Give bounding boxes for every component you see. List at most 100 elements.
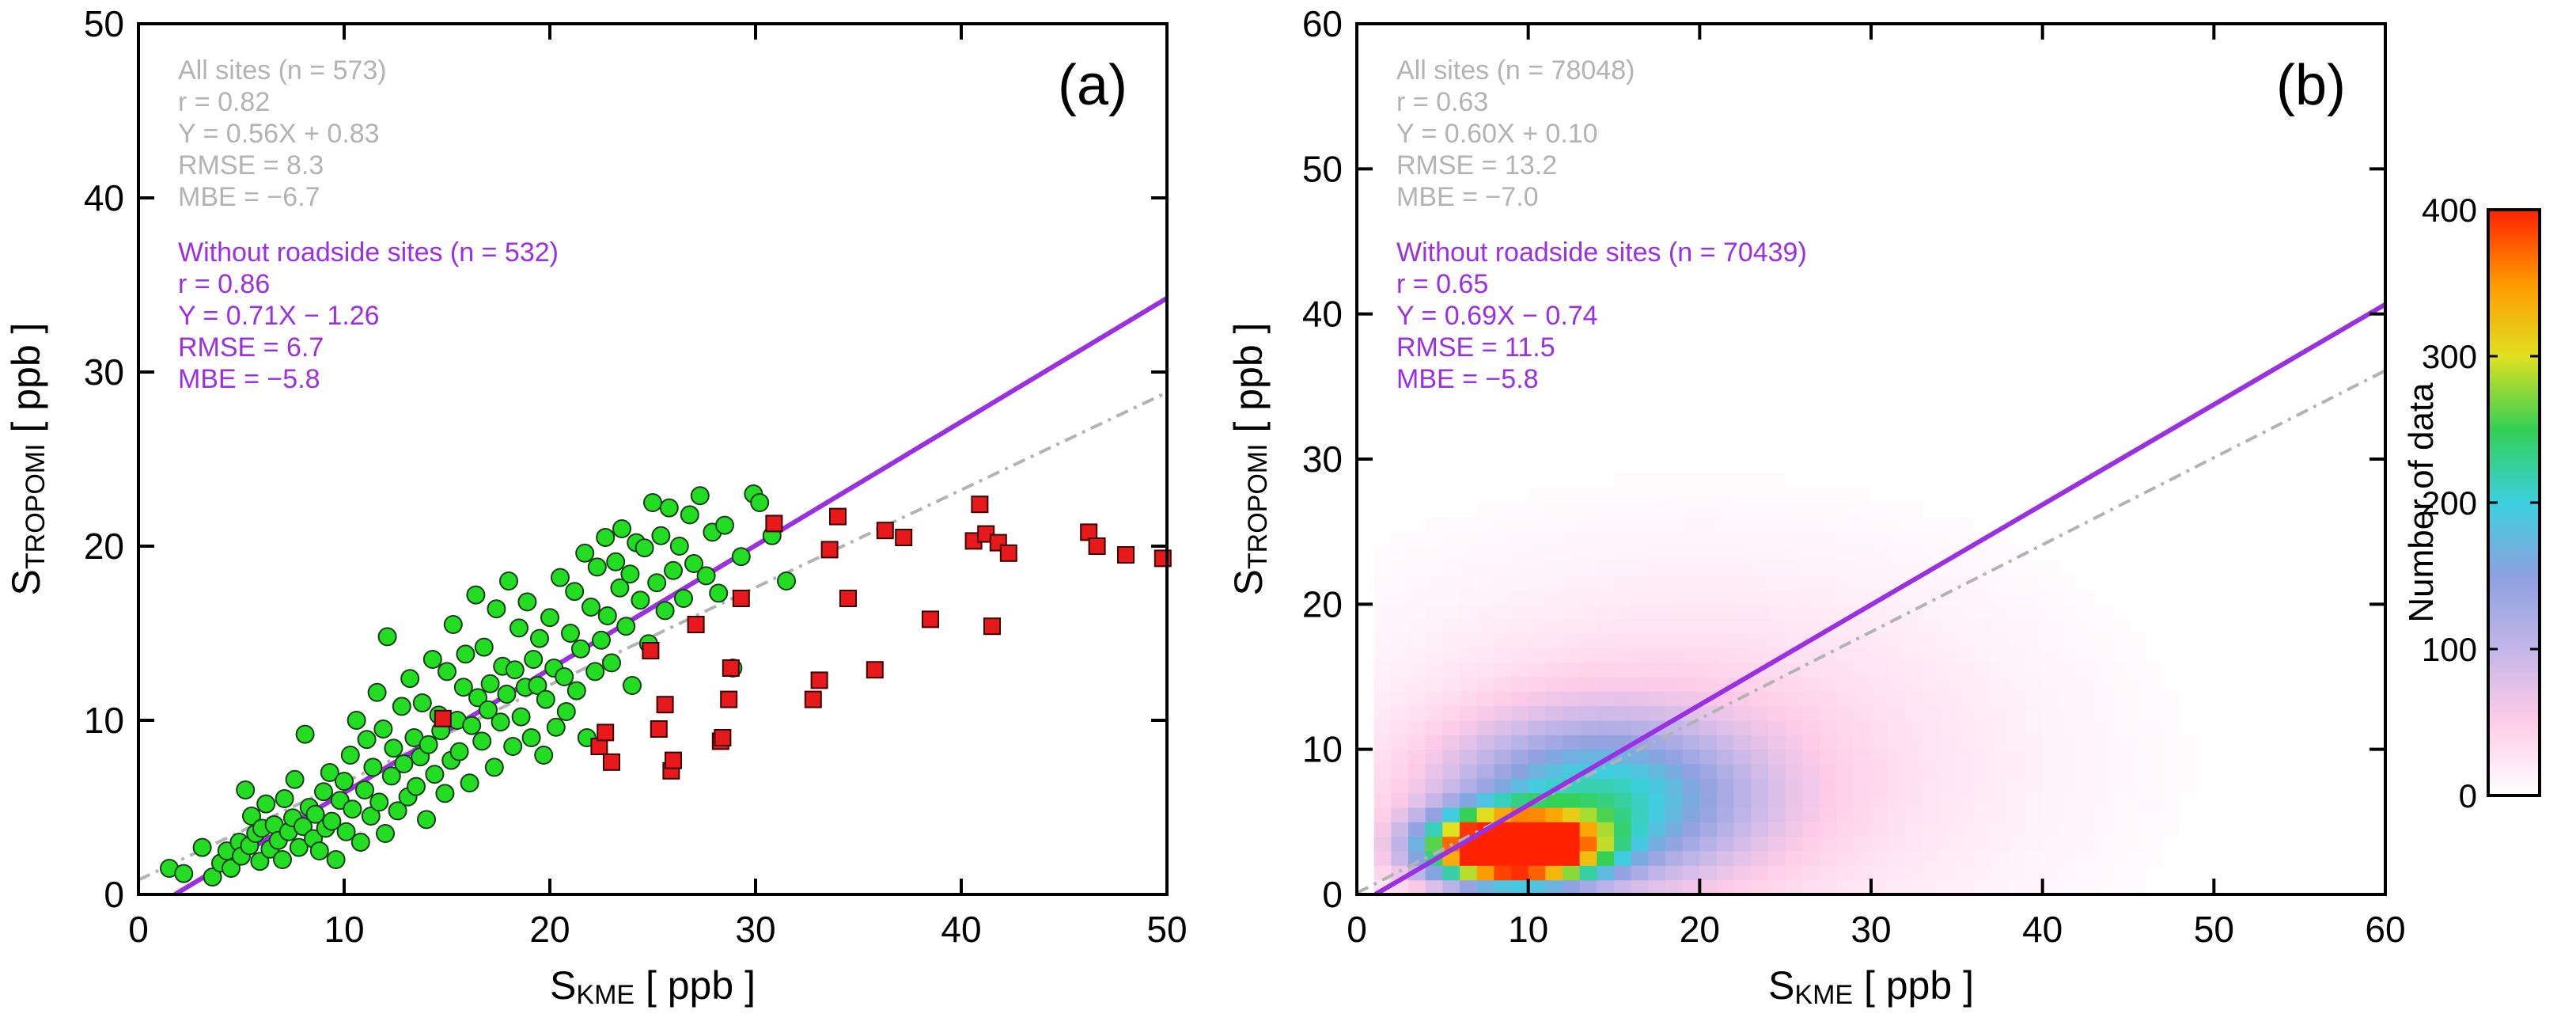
scatter-point-circle <box>468 688 487 708</box>
heatmap-cell <box>1545 488 1563 503</box>
scatter-point-circle <box>326 850 346 869</box>
heatmap-cell <box>1768 865 1786 881</box>
heatmap-cell <box>1665 560 1684 576</box>
heatmap-cell <box>2128 720 2146 735</box>
heatmap-cell <box>1733 792 1752 808</box>
heatmap-cell <box>1699 735 1718 750</box>
heatmap-cell <box>2145 720 2163 735</box>
heatmap-cell <box>1733 633 1752 648</box>
stats-noroad-line: MBE = −5.8 <box>1396 364 1539 394</box>
heatmap-cell <box>1425 633 1443 648</box>
heatmap-cell <box>1871 822 1889 837</box>
scatter-point-square <box>656 696 674 714</box>
heatmap-cell <box>1460 546 1478 561</box>
heatmap-cell <box>1974 677 1992 692</box>
scatter-point-circle <box>546 717 566 737</box>
heatmap-cell <box>1717 503 1735 518</box>
heatmap-cell <box>1699 720 1718 735</box>
heatmap-cell <box>2077 604 2095 620</box>
scatter-point-circle <box>655 601 675 621</box>
stats-noroad-line: r = 0.86 <box>178 269 270 299</box>
heatmap-cell <box>1802 735 1820 750</box>
heatmap-cell <box>2093 879 2112 895</box>
heatmap-cell <box>1408 618 1426 634</box>
panel-b-stats-noroad: Without roadside sites (n = 70439)r = 0.… <box>1396 237 1807 394</box>
heatmap-cell <box>1648 590 1666 605</box>
scatter-point-circle <box>487 599 506 619</box>
heatmap-cell <box>1665 604 1684 620</box>
heatmap-cell <box>1888 879 1906 895</box>
heatmap-cell <box>1785 560 1803 576</box>
heatmap-cell <box>1905 879 1923 895</box>
heatmap-cell <box>2162 792 2180 808</box>
heatmap-cell <box>1476 879 1494 895</box>
heatmap-cell <box>1905 662 1923 678</box>
heatmap-cell <box>1888 749 1906 765</box>
heatmap-cell <box>1957 590 1975 605</box>
scatter-point-square <box>732 590 750 607</box>
heatmap-cell <box>1476 749 1494 765</box>
scatter-point-circle <box>474 637 494 657</box>
heatmap-cell <box>1768 618 1786 634</box>
heatmap-cell <box>1854 792 1872 808</box>
heatmap-cell <box>1939 778 1957 794</box>
heatmap-cell <box>1820 778 1838 794</box>
heatmap-cell <box>2111 749 2129 765</box>
heatmap-cell <box>1905 851 1923 866</box>
heatmap-cell <box>2077 662 2095 678</box>
heatmap-cell <box>1768 764 1786 779</box>
scatter-point-circle <box>680 505 699 525</box>
heatmap-cell <box>1545 691 1563 707</box>
heatmap-cell <box>1648 633 1666 648</box>
heatmap-cell <box>1460 575 1478 590</box>
heatmap-cell <box>1563 705 1581 721</box>
heatmap-cell <box>1802 531 1820 547</box>
scatter-point-square <box>866 661 884 679</box>
heatmap-cell <box>1871 604 1889 620</box>
heatmap-cell <box>1974 705 1992 721</box>
heatmap-cell <box>1836 575 1854 590</box>
heatmap-cell <box>1528 647 1546 663</box>
heatmap-cell <box>1408 662 1426 678</box>
heatmap-cell <box>1391 647 1409 663</box>
heatmap-cell <box>2025 604 2044 620</box>
heatmap-cell <box>2128 647 2146 663</box>
heatmap-cell <box>1699 503 1718 518</box>
heatmap-cell <box>1597 792 1615 808</box>
heatmap-cell <box>1563 879 1581 895</box>
heatmap-cell <box>2180 749 2198 765</box>
heatmap-cell <box>1854 517 1872 533</box>
heatmap-cell <box>1579 488 1597 503</box>
heatmap-cell <box>1905 822 1923 837</box>
scatter-point-circle <box>647 573 667 593</box>
heatmap-cell <box>2128 851 2146 866</box>
heatmap-cell <box>1888 720 1906 735</box>
heatmap-cell <box>1425 705 1443 721</box>
heatmap-cell <box>1648 749 1666 765</box>
heatmap-cell <box>1991 836 2009 852</box>
heatmap-cell <box>1733 517 1752 533</box>
heatmap-cell <box>1631 822 1649 837</box>
heatmap-cell <box>1802 560 1820 576</box>
heatmap-cell <box>1802 546 1820 561</box>
heatmap-cell <box>1614 488 1632 503</box>
heatmap-cell <box>1614 691 1632 707</box>
panel-b-y-label-main: S <box>1226 569 1271 595</box>
panel-b-y-label-sub: TROPOMI <box>1243 443 1273 569</box>
heatmap-cell <box>1597 662 1615 678</box>
heatmap-cell <box>1717 735 1735 750</box>
heatmap-cell <box>1768 662 1786 678</box>
heatmap-cell <box>1751 531 1769 547</box>
heatmap-cell <box>1717 792 1735 808</box>
heatmap-cell <box>1682 633 1700 648</box>
heatmap-cell <box>1733 705 1752 721</box>
heatmap-cell <box>2145 778 2163 794</box>
heatmap-cell <box>1408 822 1426 837</box>
heatmap-cell <box>2128 633 2146 648</box>
heatmap-cell <box>1563 633 1581 648</box>
heatmap-cell <box>1460 822 1478 837</box>
heatmap-cell <box>1597 865 1615 881</box>
scatter-point-circle <box>606 552 626 571</box>
heatmap-cell <box>1974 546 1992 561</box>
heatmap-cell <box>1905 633 1923 648</box>
